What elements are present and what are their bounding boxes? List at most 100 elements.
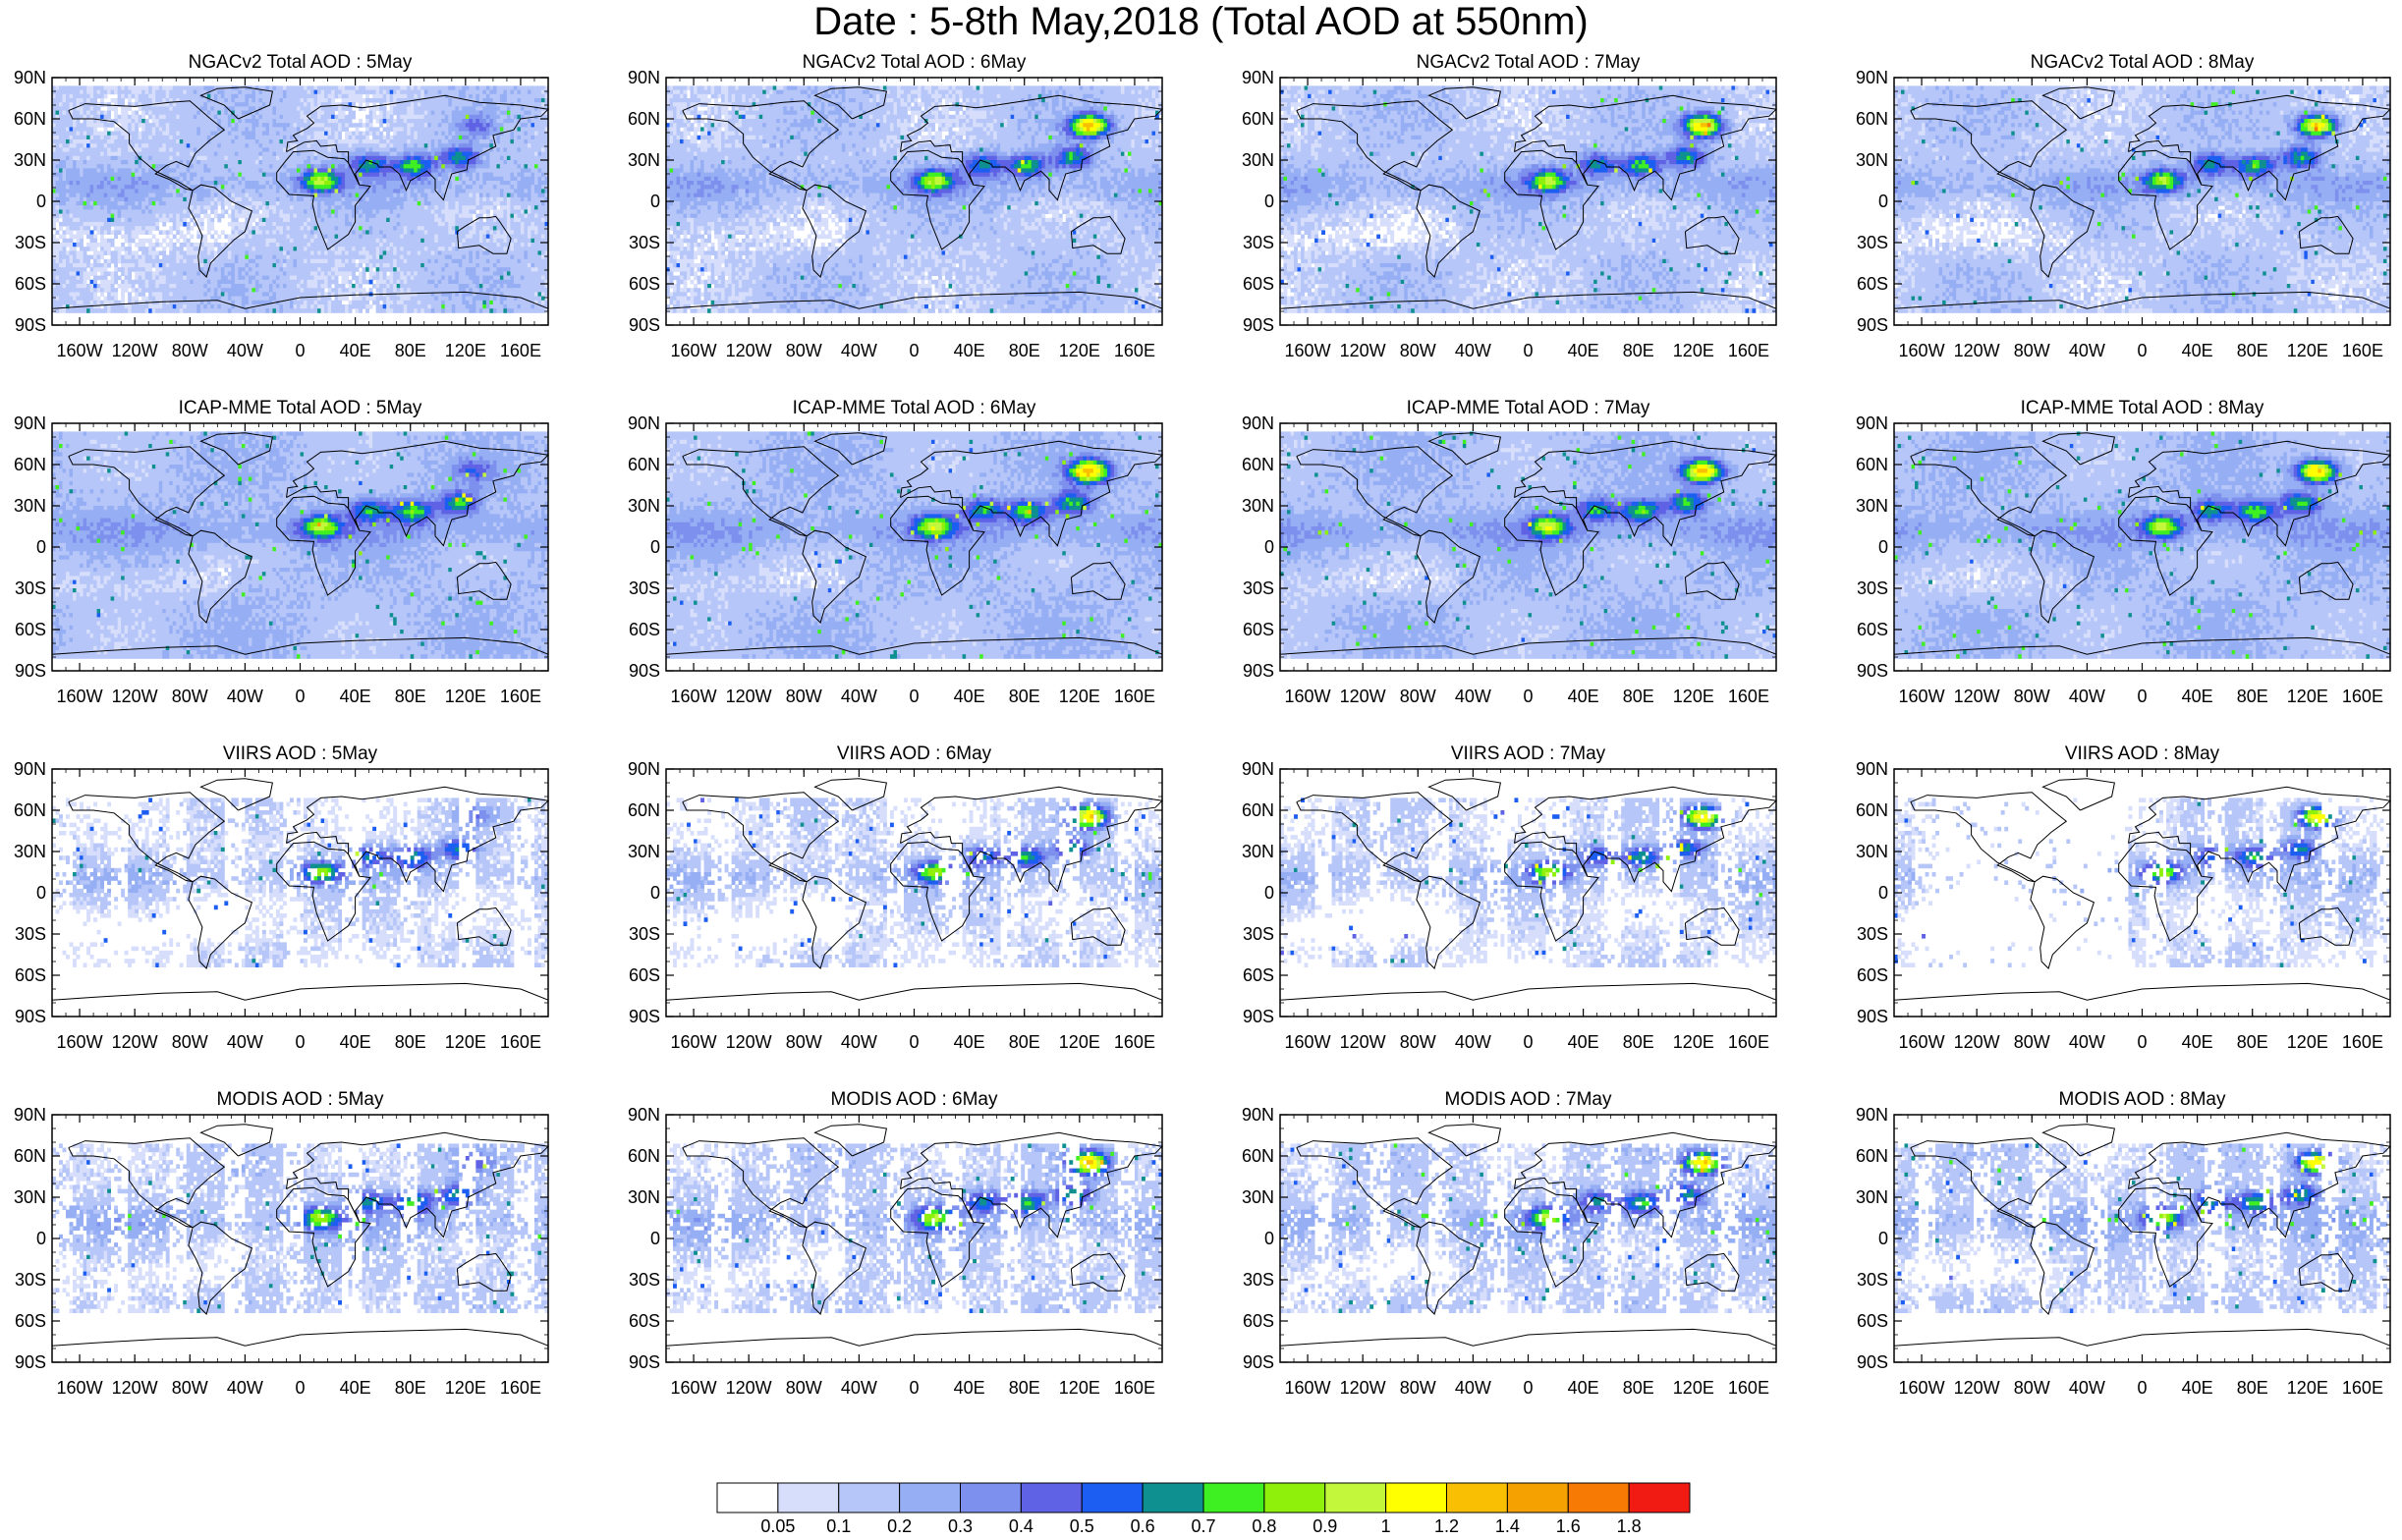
aod-cell <box>307 94 311 99</box>
aod-cell <box>121 152 125 157</box>
aod-cell <box>307 164 311 169</box>
aod-cell <box>304 230 307 235</box>
aod-cell <box>190 181 194 186</box>
aod-cell <box>418 115 421 120</box>
aod-cell <box>121 164 125 169</box>
aod-cell <box>293 173 297 178</box>
aod-cell <box>304 185 307 190</box>
aod-cell <box>475 226 479 231</box>
aod-cell <box>73 94 77 99</box>
aod-cell <box>383 127 387 132</box>
aod-cell <box>162 90 166 95</box>
aod-cell <box>86 98 90 103</box>
aod-cell <box>528 98 531 103</box>
aod-cell <box>541 143 545 148</box>
aod-cell <box>441 214 445 219</box>
aod-cell <box>390 189 394 193</box>
aod-cell <box>118 164 122 169</box>
aod-cell <box>452 106 456 111</box>
aod-cell <box>411 218 415 223</box>
aod-cell <box>176 106 180 111</box>
aod-cell <box>534 94 538 99</box>
aod-cell <box>541 127 545 132</box>
aod-cell <box>297 222 301 227</box>
aod-cell <box>276 119 280 124</box>
aod-cell <box>128 193 132 198</box>
aod-cell <box>528 111 531 116</box>
aod-cell <box>56 173 60 178</box>
aod-cell <box>155 127 159 132</box>
aod-cell <box>159 193 163 198</box>
aod-cell <box>407 209 411 214</box>
aod-cell <box>159 132 163 137</box>
aod-cell <box>93 164 97 169</box>
aod-cell <box>63 111 67 116</box>
aod-cell <box>297 85 301 90</box>
aod-cell <box>196 156 200 161</box>
aod-cell <box>324 209 328 214</box>
aod-cell <box>169 214 173 219</box>
aod-cell <box>496 85 500 90</box>
aod-cell <box>125 139 129 144</box>
aod-cell <box>372 164 376 169</box>
aod-cell <box>521 106 525 111</box>
aod-cell <box>231 218 235 223</box>
aod-cell <box>159 111 163 116</box>
aod-cell <box>314 156 318 161</box>
aod-cell <box>537 164 541 169</box>
aod-cell <box>510 201 514 206</box>
aod-cell <box>404 115 408 120</box>
aod-cell <box>210 111 214 116</box>
aod-cell <box>466 214 470 219</box>
aod-cell <box>469 132 473 137</box>
aod-cell <box>314 226 318 231</box>
aod-cell <box>77 152 81 157</box>
aod-cell <box>521 136 525 140</box>
aod-cell <box>335 181 339 186</box>
aod-cell <box>514 132 518 137</box>
aod-cell <box>111 90 115 95</box>
aod-cell <box>427 85 431 90</box>
aod-cell <box>359 85 363 90</box>
aod-cell <box>235 226 239 231</box>
aod-cell <box>276 226 280 231</box>
aod-cell <box>90 152 94 157</box>
aod-cell <box>304 222 307 227</box>
aod-cell <box>462 127 466 132</box>
aod-cell <box>145 218 149 223</box>
aod-cell <box>203 205 207 210</box>
aod-cell <box>345 123 349 128</box>
aod-cell <box>132 115 136 120</box>
aod-cell <box>283 106 287 111</box>
aod-cell <box>125 218 129 223</box>
aod-cell <box>162 156 166 161</box>
aod-cell <box>128 152 132 157</box>
aod-cell <box>466 218 470 223</box>
aod-cell <box>537 85 541 90</box>
aod-cell <box>100 156 104 161</box>
aod-cell <box>173 205 177 210</box>
aod-cell <box>141 177 145 182</box>
aod-cell <box>379 119 383 124</box>
aod-cell <box>93 201 97 206</box>
aod-cell <box>279 132 283 137</box>
aod-cell <box>321 106 325 111</box>
aod-cell <box>431 156 435 161</box>
aod-cell <box>427 164 431 169</box>
aod-cell <box>196 90 200 95</box>
aod-cell <box>111 152 115 157</box>
aod-cell <box>148 230 152 235</box>
aod-cell <box>265 160 269 165</box>
aod-cell <box>452 102 456 107</box>
aod-cell <box>255 197 259 202</box>
aod-cell <box>369 127 373 132</box>
aod-cell <box>214 139 218 144</box>
aod-cell <box>97 85 101 90</box>
aod-cell <box>80 106 84 111</box>
aod-cell <box>356 90 360 95</box>
aod-cell <box>349 181 353 186</box>
aod-cell <box>517 98 521 103</box>
aod-cell <box>304 156 307 161</box>
aod-cell <box>90 85 94 90</box>
aod-cell <box>314 230 318 235</box>
